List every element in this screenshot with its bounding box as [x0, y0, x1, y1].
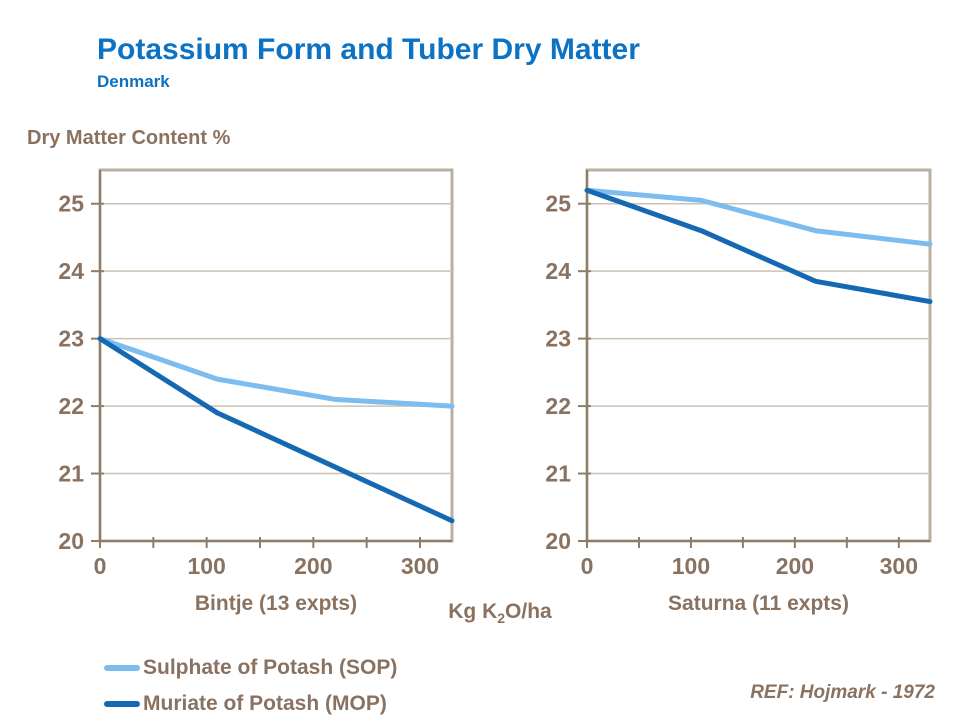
plot-frame — [585, 168, 932, 543]
x-tick-label: 200 — [776, 553, 814, 579]
mop-line — [97, 336, 455, 524]
mop-line — [584, 187, 933, 305]
bintje-caption: Bintje (13 expts) — [194, 592, 358, 615]
y-tick-label: 24 — [58, 258, 84, 284]
y-tick-label: 21 — [58, 461, 84, 487]
legend-label-sop: Sulphate of Potash (SOP) — [143, 656, 398, 679]
x-axis-title-suffix: O/ha — [505, 600, 552, 623]
legend-item-mop: Muriate of Potash (MOP) — [104, 686, 397, 720]
page-title: Potassium Form and Tuber Dry Matter — [97, 33, 640, 66]
legend-item-sop: Sulphate of Potash (SOP) — [104, 650, 397, 686]
legend-label-mop: Muriate of Potash (MOP) — [143, 692, 387, 715]
saturna-chart: 20 21 22 23 24 25 0 100 200 300 — [545, 168, 933, 579]
sop-line — [97, 336, 455, 409]
y-tick-label: 25 — [545, 191, 571, 217]
y-tick-label: 25 — [58, 191, 84, 217]
sop-line — [584, 187, 933, 247]
y-tick-label: 21 — [545, 461, 571, 487]
page-subtitle: Denmark — [97, 72, 170, 91]
mop-line-swatch — [104, 701, 140, 707]
x-tick-label: 0 — [94, 553, 107, 579]
x-axis-title-subscript: 2 — [497, 610, 506, 627]
x-tick-label: 0 — [581, 553, 594, 579]
saturna-caption: Saturna (11 expts) — [668, 592, 849, 615]
x-axis-title-prefix: Kg K — [448, 600, 498, 623]
x-tick-label: 300 — [401, 553, 439, 579]
x-tick-label: 200 — [294, 553, 332, 579]
y-tick-label: 20 — [545, 528, 571, 554]
sop-line-swatch — [104, 665, 140, 671]
y-tick-label: 23 — [545, 326, 571, 352]
x-tick-label: 100 — [187, 553, 225, 579]
x-tick-label: 300 — [880, 553, 918, 579]
y-tick-label: 22 — [58, 393, 84, 419]
y-tick-label: 22 — [545, 393, 571, 419]
legend: Sulphate of Potash (SOP) Muriate of Pota… — [104, 650, 397, 720]
x-tick-label: 100 — [672, 553, 710, 579]
reference-note: REF: Hojmark - 1972 — [750, 682, 935, 703]
y-tick-label: 24 — [545, 258, 571, 284]
y-axis-title: Dry Matter Content % — [27, 127, 231, 149]
bintje-chart: 20 21 22 23 24 25 0 100 200 300 — [58, 168, 455, 579]
y-tick-label: 23 — [58, 326, 84, 352]
y-tick-label: 20 — [58, 528, 84, 554]
x-axis-title: Kg K2O/ha — [420, 600, 580, 626]
